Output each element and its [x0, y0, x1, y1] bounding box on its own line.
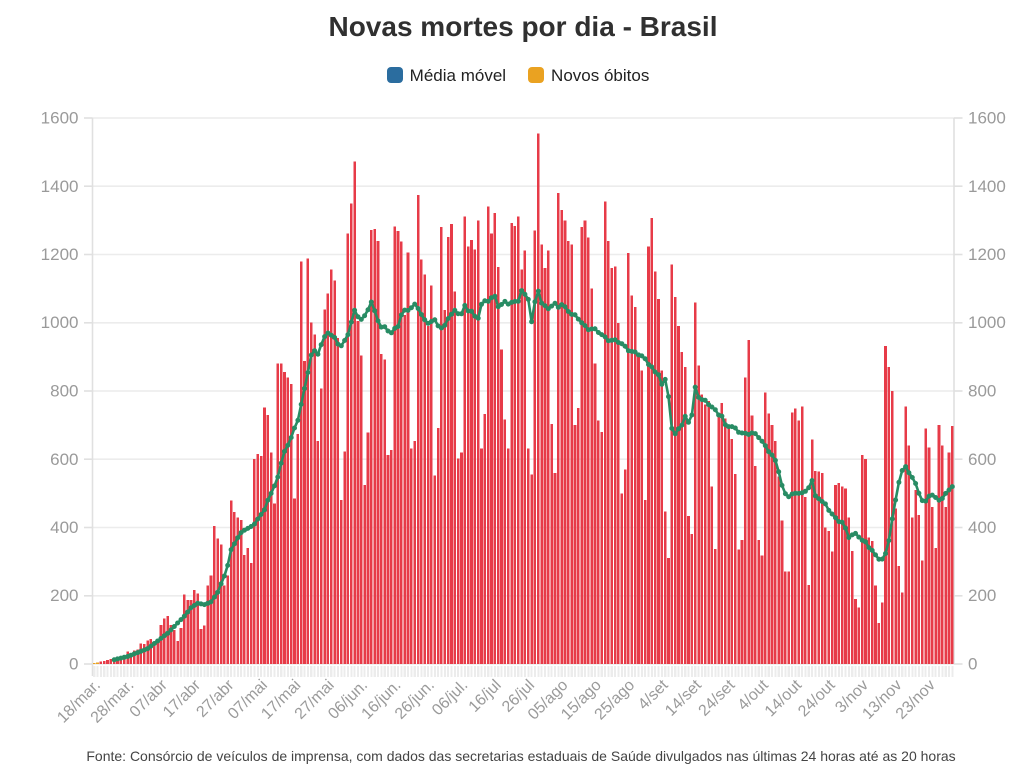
svg-text:400: 400: [50, 518, 78, 537]
svg-text:24/out: 24/out: [795, 676, 839, 720]
svg-text:800: 800: [968, 382, 996, 401]
svg-text:400: 400: [968, 518, 996, 537]
svg-text:1000: 1000: [968, 313, 1006, 332]
svg-text:1600: 1600: [41, 109, 79, 128]
svg-text:1600: 1600: [968, 109, 1006, 128]
svg-text:1400: 1400: [41, 177, 79, 196]
svg-text:24/set: 24/set: [696, 676, 739, 719]
svg-text:16/jul: 16/jul: [466, 677, 505, 716]
svg-text:0: 0: [968, 655, 977, 674]
svg-text:0: 0: [69, 655, 78, 674]
svg-text:1200: 1200: [968, 245, 1006, 264]
svg-text:200: 200: [968, 586, 996, 605]
svg-text:200: 200: [50, 586, 78, 605]
svg-text:800: 800: [50, 382, 78, 401]
svg-text:600: 600: [50, 450, 78, 469]
svg-text:14/set: 14/set: [662, 676, 705, 719]
svg-text:1400: 1400: [968, 177, 1006, 196]
svg-text:14/out: 14/out: [762, 676, 806, 720]
svg-text:06/jul.: 06/jul.: [429, 677, 471, 719]
svg-text:1200: 1200: [41, 245, 79, 264]
svg-text:1000: 1000: [41, 313, 79, 332]
svg-text:600: 600: [968, 450, 996, 469]
